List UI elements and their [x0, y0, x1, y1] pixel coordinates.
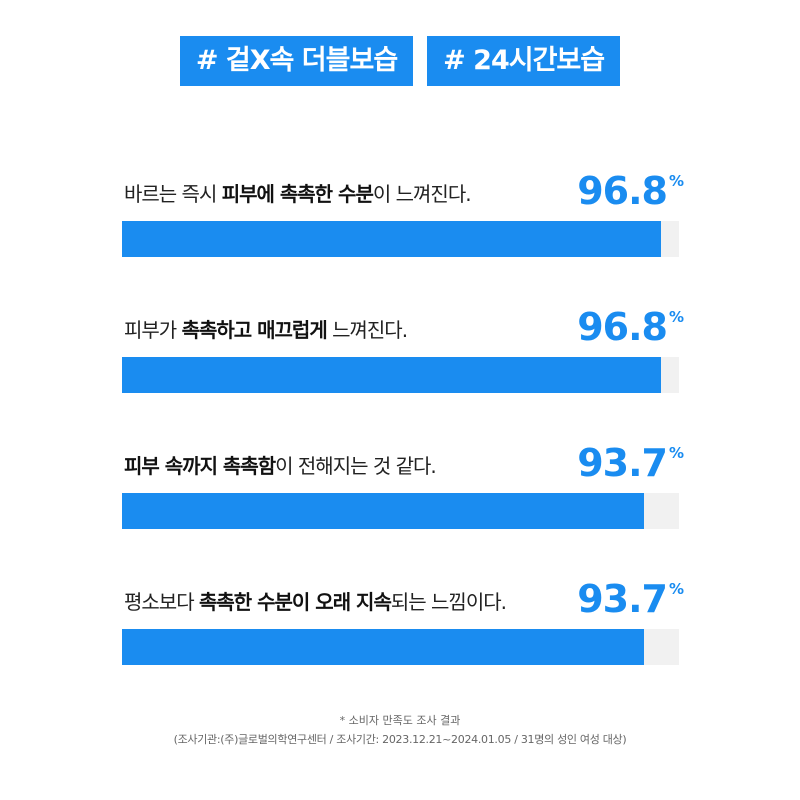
- data-label-unit: %: [668, 444, 684, 462]
- statement-text: 이 느껴진다.: [372, 182, 472, 206]
- data-label-unit: %: [668, 308, 684, 326]
- data-label: 96.8%: [577, 169, 684, 213]
- footnote-survey-details: (조사기관:(주)글로벌의학연구센터 / 조사기간: 2023.12.21~20…: [173, 733, 627, 746]
- survey-statement: 피부가 촉촉하고 매끄럽게 느껴진다.: [124, 314, 408, 343]
- chart-row-head: 피부 속까지 촉촉함이 전해지는 것 같다. 93.7%: [122, 437, 684, 489]
- statement-text: 평소보다: [124, 590, 199, 614]
- bar-track: [122, 357, 679, 393]
- statement-emphasis: 피부에 촉촉한 수분: [221, 182, 374, 206]
- bar: [122, 357, 662, 393]
- data-label: 93.7%: [577, 441, 684, 485]
- data-label-value: 93.7: [577, 441, 668, 485]
- data-label-unit: %: [668, 580, 684, 598]
- data-label-value: 96.8: [577, 305, 668, 349]
- survey-bar-chart: 바르는 즉시 피부에 촉촉한 수분이 느껴진다. 96.8% 피부가 촉촉하고 매끄…: [122, 165, 684, 709]
- data-label: 96.8%: [577, 305, 684, 349]
- chart-row: 피부 속까지 촉촉함이 전해지는 것 같다. 93.7%: [122, 437, 684, 573]
- chart-row-head: 피부가 촉촉하고 매끄럽게 느껴진다. 96.8%: [122, 301, 684, 353]
- chart-row: 피부가 촉촉하고 매끄럽게 느껴진다. 96.8%: [122, 301, 684, 437]
- survey-statement: 피부 속까지 촉촉함이 전해지는 것 같다.: [124, 450, 437, 479]
- statement-emphasis: 피부 속까지 촉촉함: [124, 454, 276, 478]
- chart-row: 평소보다 촉촉한 수분이 오래 지속되는 느낌이다. 93.7%: [122, 573, 684, 709]
- bar-track: [122, 493, 679, 529]
- data-label-value: 96.8: [577, 169, 668, 213]
- statement-emphasis: 촉촉하고 매끄럽게: [181, 318, 328, 342]
- chart-row-head: 바르는 즉시 피부에 촉촉한 수분이 느껴진다. 96.8%: [122, 165, 684, 217]
- statement-text: 되는 느낌이다.: [390, 590, 507, 614]
- hashtag-24h-moisture: # 24시간보습: [427, 36, 621, 86]
- bar: [122, 493, 644, 529]
- statement-text: 이 전해지는 것 같다.: [275, 454, 437, 478]
- data-label: 93.7%: [577, 577, 684, 621]
- statement-emphasis: 촉촉한 수분이 오래 지속: [198, 590, 392, 614]
- hashtag-double-moisture: # 겉X속 더블보습: [179, 36, 414, 86]
- survey-statement: 바르는 즉시 피부에 촉촉한 수분이 느껴진다.: [124, 178, 472, 207]
- survey-statement: 평소보다 촉촉한 수분이 오래 지속되는 느낌이다.: [124, 586, 507, 615]
- data-label-unit: %: [668, 172, 684, 190]
- data-label-value: 93.7: [577, 577, 668, 621]
- bar: [122, 629, 644, 665]
- bar: [122, 221, 662, 257]
- statement-text: 피부가: [124, 318, 182, 342]
- footnote-survey-result: * 소비자 만족도 조사 결과: [339, 714, 461, 727]
- hashtag-bar: # 겉X속 더블보습 # 24시간보습: [0, 36, 800, 86]
- bar-track: [122, 629, 679, 665]
- chart-row: 바르는 즉시 피부에 촉촉한 수분이 느껴진다. 96.8%: [122, 165, 684, 301]
- statement-text: 바르는 즉시: [124, 182, 222, 206]
- chart-row-head: 평소보다 촉촉한 수분이 오래 지속되는 느낌이다. 93.7%: [122, 573, 684, 625]
- bar-track: [122, 221, 679, 257]
- statement-text: 느껴진다.: [326, 318, 408, 342]
